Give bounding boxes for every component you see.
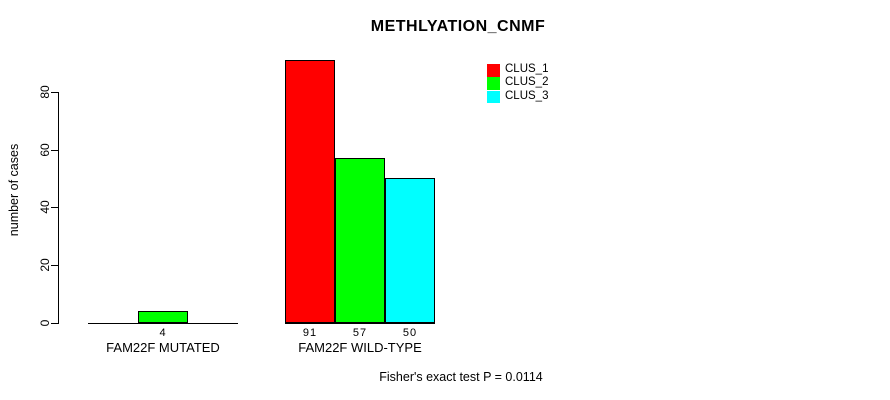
bar-value-label: 91	[302, 327, 318, 339]
x-category-label-mutated: FAM22F MUTATED	[106, 340, 220, 355]
bar-clus_1	[285, 59, 335, 323]
y-axis-tick	[51, 149, 58, 151]
y-axis-line	[58, 91, 59, 324]
chart-title: METHLYATION_CNMF	[370, 18, 546, 35]
bar-value-label: 57	[352, 327, 368, 339]
legend-label-clus_3: CLUS_3	[505, 89, 549, 102]
x-category-label-wild-type: FAM22F WILD-TYPE	[298, 340, 422, 355]
y-axis-tick-label: 20	[38, 258, 52, 272]
y-axis-tick	[51, 91, 58, 93]
legend-label-clus_2: CLUS_2	[505, 76, 549, 89]
legend-label-clus_1: CLUS_1	[505, 63, 549, 75]
bar-clus_2	[335, 158, 385, 323]
legend-swatch-clus_2	[487, 77, 500, 90]
y-axis-tick-label: 0	[38, 319, 52, 327]
y-axis-tick-label: 40	[38, 200, 52, 215]
group-baseline	[88, 323, 238, 324]
bar-value-label: 4	[159, 327, 167, 339]
bar-clus_2	[138, 311, 188, 323]
bar-value-label: 50	[402, 327, 418, 339]
y-axis-tick-label: 80	[38, 85, 52, 99]
fisher-test-annotation: Fisher's exact test P = 0.0114	[379, 370, 543, 384]
y-axis-tick	[51, 323, 58, 324]
legend-swatch-clus_1	[487, 64, 500, 77]
group-baseline	[285, 323, 435, 324]
legend-swatch-clus_3	[487, 90, 500, 104]
y-axis-tick	[51, 265, 58, 267]
y-axis-tick	[51, 207, 58, 209]
bar-clus_3	[385, 178, 435, 323]
y-axis-tick-label: 60	[38, 142, 52, 157]
